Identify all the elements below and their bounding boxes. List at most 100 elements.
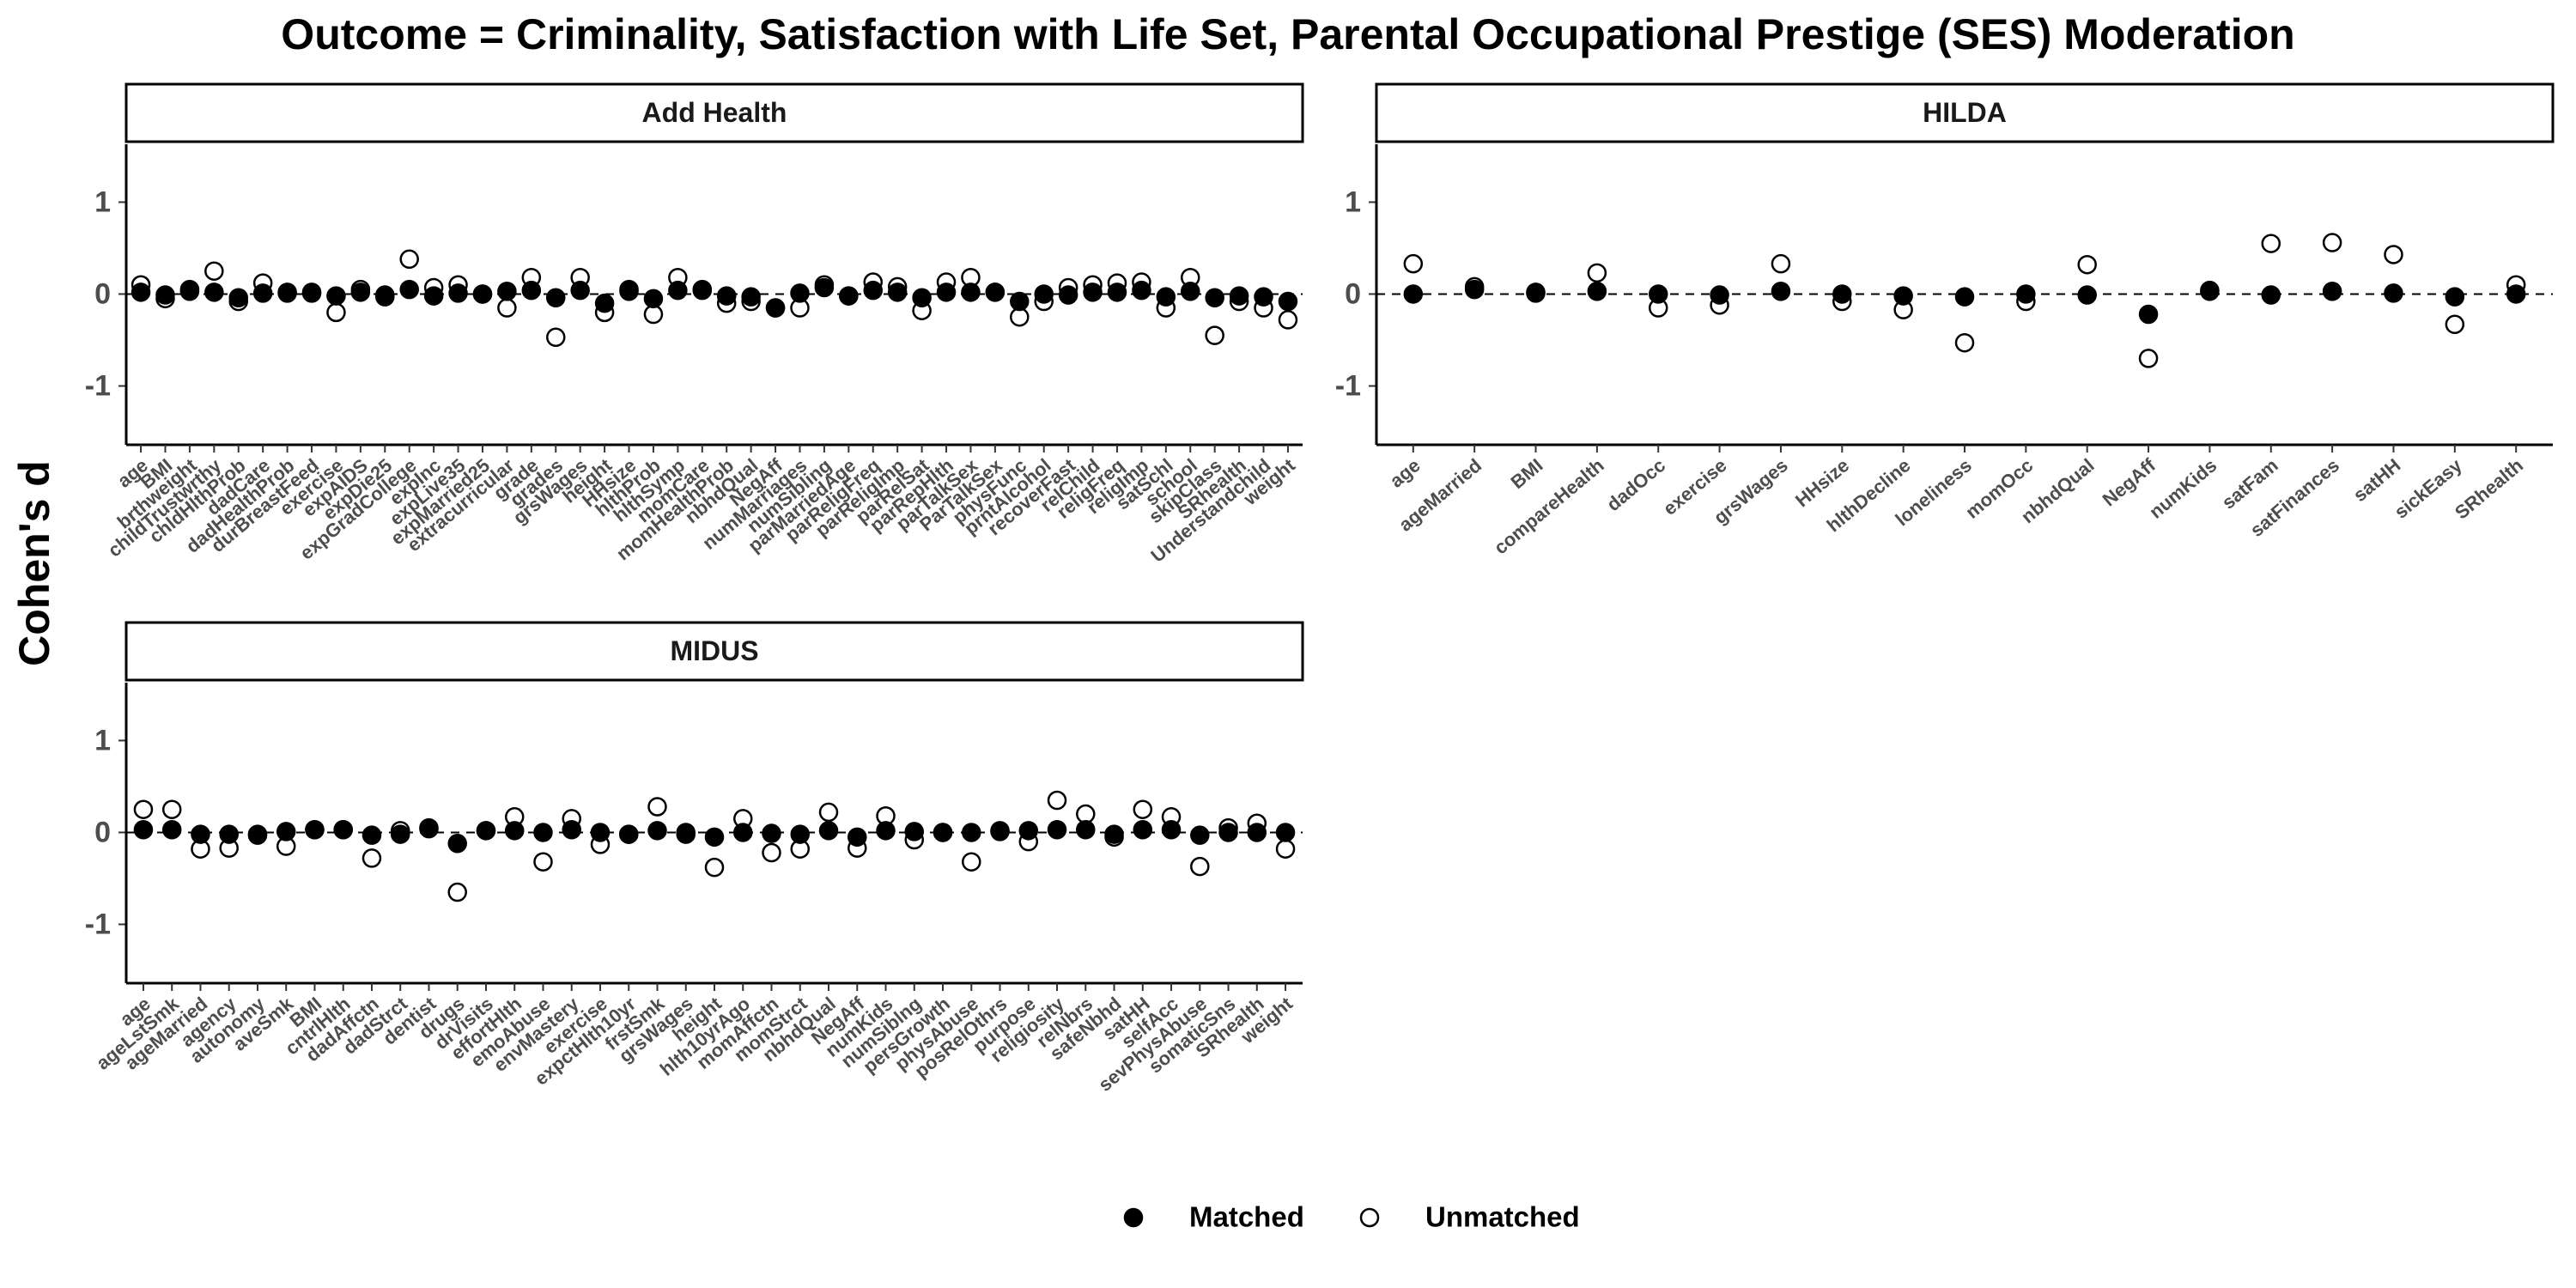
data-point — [848, 827, 867, 848]
data-point — [1275, 839, 1296, 859]
data-point — [1190, 856, 1210, 877]
data-point — [326, 286, 346, 306]
data-point — [814, 277, 835, 298]
legend-marker — [1123, 1207, 1144, 1228]
data-point — [643, 289, 664, 309]
data-point — [1464, 279, 1485, 300]
data-point — [497, 298, 517, 318]
data-point — [423, 286, 444, 306]
data-point — [704, 827, 725, 848]
y-tick-label: 1 — [94, 185, 111, 218]
data-point — [2384, 245, 2403, 264]
data-point — [447, 882, 467, 902]
legend-label: Matched — [1189, 1201, 1304, 1233]
facet-strip — [1375, 82, 2555, 143]
data-point — [1229, 286, 1249, 306]
data-point — [361, 848, 382, 868]
data-point — [1771, 253, 1791, 274]
data-point — [2384, 283, 2403, 303]
data-point — [1205, 325, 1224, 345]
y-tick-label: -1 — [85, 369, 111, 402]
data-point — [533, 823, 553, 842]
data-point — [301, 283, 322, 303]
data-point — [133, 799, 154, 819]
data-point — [1403, 284, 1424, 304]
data-point — [1132, 280, 1151, 301]
data-point — [1034, 284, 1054, 304]
facet-title: MIDUS — [670, 635, 758, 666]
data-point — [1710, 285, 1729, 305]
y-tick-label: 0 — [94, 277, 111, 310]
data-point — [962, 852, 981, 872]
data-point — [521, 280, 542, 301]
data-point — [818, 802, 839, 823]
data-point — [155, 285, 175, 305]
data-point — [2506, 284, 2526, 304]
data-point — [1275, 823, 1296, 842]
data-point — [1161, 820, 1182, 840]
data-point — [497, 282, 517, 301]
data-point — [545, 327, 566, 348]
data-point — [276, 822, 296, 841]
data-point — [741, 287, 761, 307]
data-point — [1010, 291, 1030, 312]
data-point — [448, 283, 468, 303]
chart-title: Outcome = Criminality, Satisfaction with… — [281, 10, 2294, 58]
facet-title: Add Health — [642, 97, 787, 128]
data-point — [131, 283, 151, 302]
data-point — [1587, 263, 1607, 283]
data-point — [1954, 287, 1975, 307]
data-point — [990, 822, 1010, 841]
data-point — [1047, 820, 1067, 840]
data-point — [2445, 287, 2465, 307]
data-point — [733, 823, 753, 842]
data-point — [618, 824, 639, 844]
data-point — [1218, 823, 1238, 842]
data-point — [1648, 284, 1668, 304]
data-point — [2200, 282, 2220, 301]
y-tick-label: 0 — [1345, 277, 1361, 310]
data-point — [533, 852, 553, 872]
data-point — [2261, 285, 2281, 305]
data-point — [1058, 285, 1078, 305]
data-point — [1254, 287, 1273, 307]
data-point — [1526, 283, 1546, 303]
data-point — [1403, 253, 1424, 274]
data-point — [219, 824, 239, 844]
data-point — [1047, 790, 1067, 811]
data-point — [1190, 825, 1210, 845]
y-axis-title: Cohen's d — [10, 460, 58, 666]
facet-title: HILDA — [1923, 97, 2007, 128]
data-point — [133, 820, 154, 840]
data-point — [1278, 310, 1298, 330]
data-point — [333, 820, 353, 840]
data-point — [1018, 821, 1039, 841]
data-point — [985, 283, 1005, 302]
data-point — [476, 821, 496, 841]
data-point — [594, 293, 615, 313]
data-point — [562, 820, 581, 840]
data-point — [692, 280, 713, 301]
data-point — [252, 283, 273, 303]
data-point — [570, 280, 590, 301]
data-point — [204, 283, 224, 302]
data-point — [619, 282, 639, 301]
data-point — [839, 286, 859, 306]
data-point — [204, 261, 224, 281]
data-point — [447, 834, 467, 854]
data-point — [247, 824, 268, 844]
data-point — [762, 823, 781, 843]
data-point — [936, 283, 957, 302]
data-point — [179, 282, 200, 301]
data-point — [1133, 820, 1153, 840]
data-point — [863, 280, 884, 301]
data-point — [962, 823, 981, 842]
data-point — [361, 825, 382, 845]
data-point — [1181, 282, 1200, 301]
data-point — [1832, 284, 1852, 304]
data-point — [961, 283, 981, 302]
data-point — [2138, 349, 2159, 368]
legend-label: Unmatched — [1425, 1201, 1580, 1233]
